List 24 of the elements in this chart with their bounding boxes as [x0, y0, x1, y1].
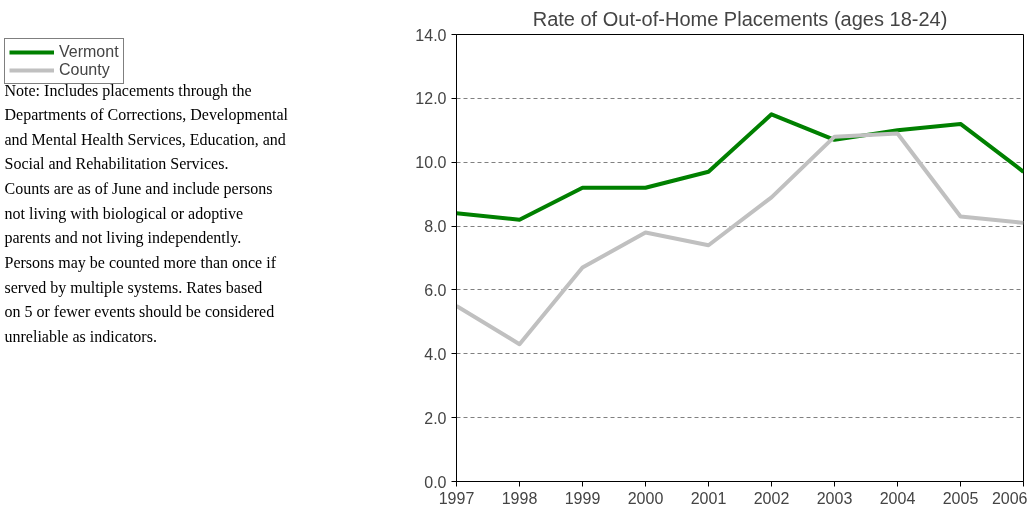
x-tick-label: 2006: [991, 489, 1028, 507]
y-tick-label: 8.0: [424, 218, 447, 236]
chart-title: Rate of Out-of-Home Placements (ages 18-24): [532, 7, 948, 30]
y-tick-label: 0.0: [424, 473, 447, 491]
x-tick-label: 1999: [564, 489, 601, 507]
legend-label: Vermont: [59, 43, 119, 61]
x-tick-label: 1997: [438, 489, 475, 507]
legend-label: County: [59, 61, 110, 79]
x-tick-label: 1998: [501, 489, 538, 507]
y-tick-label: 2.0: [424, 409, 447, 427]
x-tick-label: 2001: [690, 489, 727, 507]
x-tick-label: 2005: [942, 489, 979, 507]
line-series: [456, 131, 1024, 347]
y-tick-label: 12.0: [415, 90, 447, 108]
y-tick-label: 14.0: [415, 26, 447, 44]
y-tick-label: 6.0: [424, 281, 447, 299]
y-tick-label: 4.0: [424, 345, 447, 363]
line-series: [456, 112, 1024, 222]
text: Note: Includes placements through the Departments of Corrections, Developmental and Mental Health Services, Education, and Social and Rehabilitation Services. Counts are as of June and include persons not living with biological or adoptive parents and not living independently. Persons may be counted more than once if served by multiple systems. Rates based on 5 or fewer events should be considered unreliable as indicators.: [4, 81, 288, 345]
x-tick-label: 2002: [753, 489, 790, 507]
y-tick-label: 10.0: [415, 154, 447, 172]
x-tick-label: 2000: [627, 489, 664, 507]
x-tick-label: 2003: [816, 489, 853, 507]
x-tick-label: 2004: [879, 489, 916, 507]
